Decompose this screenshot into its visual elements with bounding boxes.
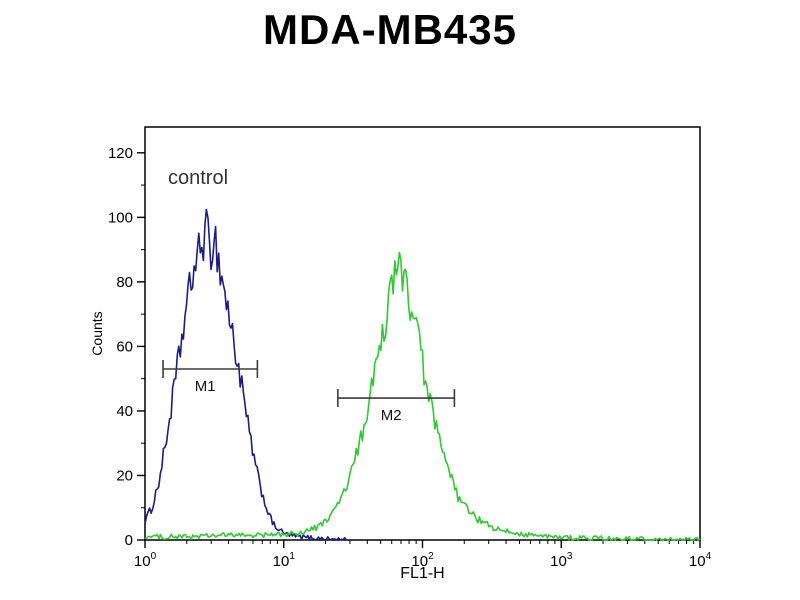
y-tick-label: 20 bbox=[116, 467, 133, 484]
control-annotation: control bbox=[168, 167, 228, 189]
y-axis-label: Counts bbox=[89, 311, 105, 355]
gate-m1-label: M1 bbox=[195, 378, 216, 395]
y-tick-label: 100 bbox=[108, 209, 133, 226]
y-tick-label: 40 bbox=[116, 403, 133, 420]
y-tick-label: 80 bbox=[116, 274, 133, 291]
x-tick-label: 104 bbox=[689, 551, 712, 570]
x-tick-label: 102 bbox=[411, 551, 434, 570]
x-tick-label: 101 bbox=[273, 551, 296, 570]
plot-border bbox=[144, 126, 701, 541]
x-tick-label: 103 bbox=[550, 551, 573, 570]
chart-title: MDA-MB435 bbox=[262, 6, 518, 53]
series-stained bbox=[144, 251, 701, 541]
y-tick-label: 0 bbox=[125, 532, 133, 549]
y-tick-label: 60 bbox=[116, 338, 133, 355]
x-tick-label: 100 bbox=[134, 551, 157, 570]
y-tick-label: 120 bbox=[108, 145, 133, 162]
series-control bbox=[144, 208, 347, 541]
x-axis-label: FL1-H bbox=[400, 565, 444, 582]
gate-m2-label: M2 bbox=[381, 407, 402, 424]
